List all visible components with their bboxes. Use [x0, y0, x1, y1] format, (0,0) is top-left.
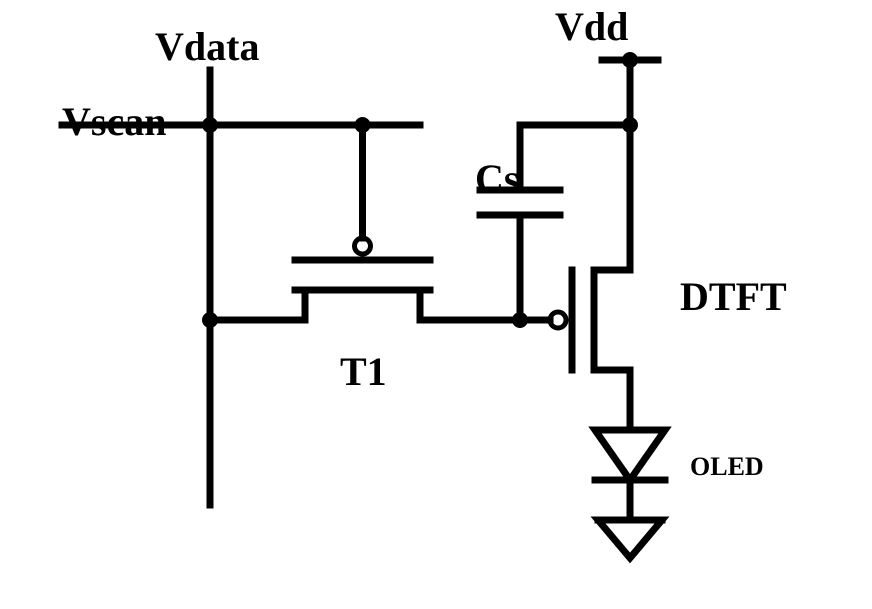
label-cs: Cs: [475, 156, 519, 201]
label-vdd: Vdd: [555, 4, 628, 49]
label-vscan: Vscan: [62, 99, 166, 144]
label-oled: OLED: [690, 452, 764, 481]
label-t1: T1: [340, 349, 387, 394]
label-dtft: DTFT: [680, 274, 787, 319]
oled-pixel-circuit: Vscan Vdata Vdd Cs T1 DTFT OLED: [62, 4, 787, 558]
label-vdata: Vdata: [155, 24, 259, 69]
